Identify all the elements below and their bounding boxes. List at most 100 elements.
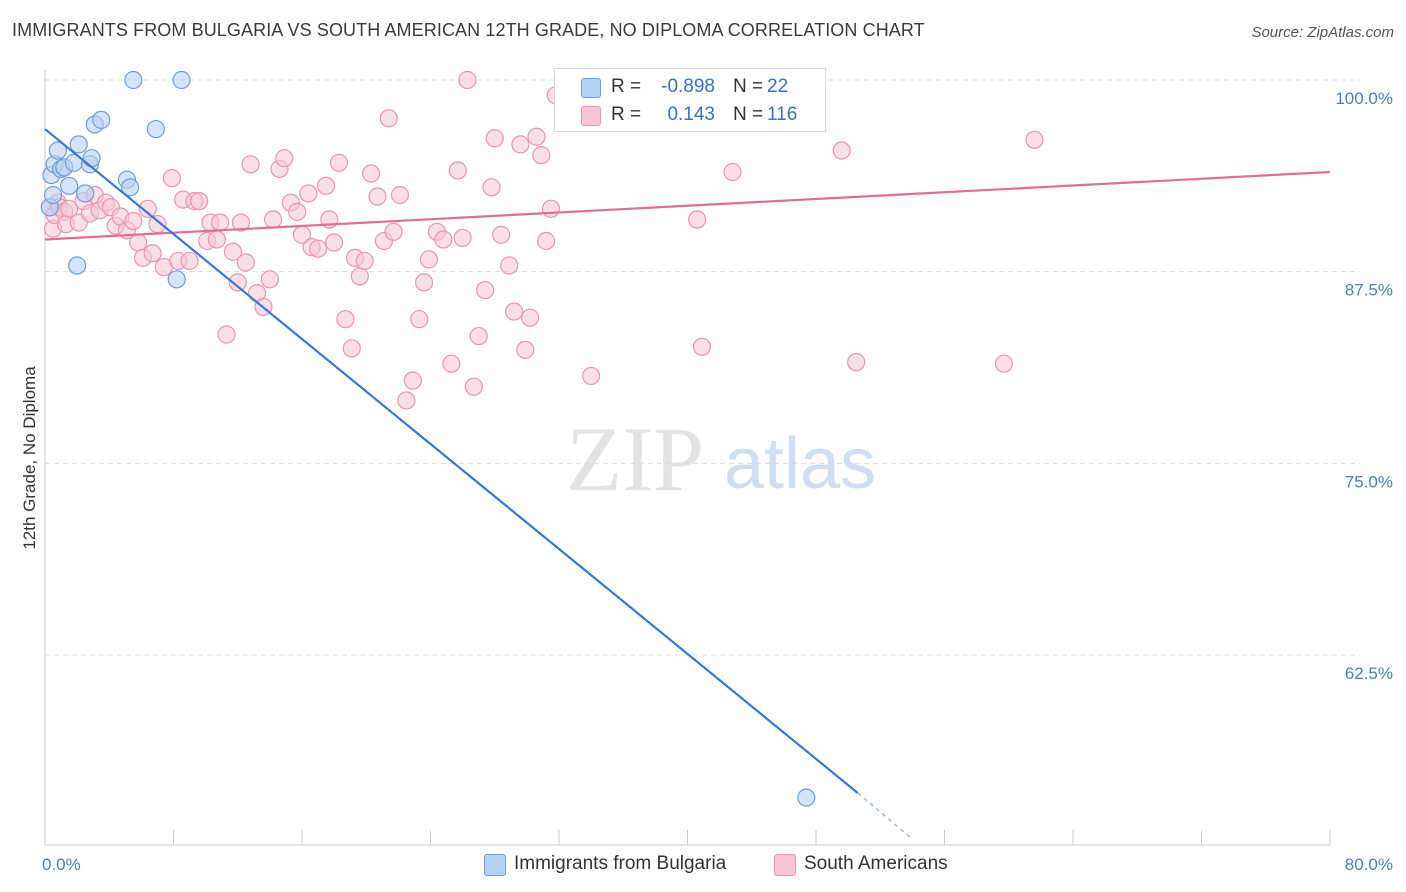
legend-n-label: N = (733, 76, 764, 97)
south-americans-point (236, 253, 255, 272)
south-americans-point (537, 231, 556, 251)
legend-n-label: N = (733, 104, 764, 125)
south-americans-point (527, 127, 546, 146)
south-americans-point (350, 267, 369, 286)
south-americans-point (231, 213, 251, 232)
south-americans-point (138, 199, 157, 218)
correlation-legend: R = -0.898 N = 22 R = 0.143 N = 116 (554, 68, 826, 132)
south-americans-point (482, 178, 501, 197)
south-americans-point (516, 340, 535, 359)
legend-swatch-blue (484, 854, 506, 876)
watermark-atlas: atlas (724, 424, 876, 504)
bulgaria-point (167, 270, 186, 289)
x-tick-label: 80.0% (1345, 855, 1393, 874)
legend-r-value: -0.898 (661, 76, 715, 97)
south-americans-point (520, 308, 540, 327)
south-americans-point (275, 149, 294, 168)
legend-item-label: Immigrants from Bulgaria (514, 853, 727, 874)
south-americans-point (148, 215, 167, 234)
south-americans-point (124, 211, 143, 231)
south-americans-point (368, 187, 387, 206)
south-americans-point (59, 199, 79, 218)
south-americans-point (190, 192, 209, 211)
south-americans-point (419, 250, 438, 269)
south-americans-point (476, 280, 495, 300)
south-americans-point (692, 337, 712, 356)
south-americans-points (40, 70, 1044, 410)
south-americans-point (143, 244, 162, 263)
y-tick-label: 62.5% (1345, 664, 1393, 683)
south-americans-point (485, 129, 504, 148)
south-americans-point (832, 141, 851, 160)
bulgaria-point (48, 141, 67, 160)
y-tick-label: 100.0% (1335, 89, 1393, 108)
south-americans-point (308, 239, 328, 258)
south-americans-point (228, 273, 247, 292)
bulgaria-points (40, 70, 816, 807)
bulgaria-point (146, 119, 165, 139)
south-americans-point (329, 153, 349, 172)
south-americans-point (384, 222, 403, 241)
south-americans-trend-line (44, 170, 1331, 241)
south-americans-point (688, 210, 707, 229)
south-americans-point (355, 251, 374, 271)
bulgaria-point (121, 178, 140, 197)
south-americans-point (241, 155, 260, 174)
watermark-zip: ZIP (566, 408, 704, 510)
south-americans-point (492, 225, 511, 244)
series-legend: Immigrants from Bulgaria South Americans (0, 852, 1406, 878)
south-americans-point (403, 371, 422, 390)
tick-labels: 62.5% 75.0% 87.5% 100.0% 0.0% 80.0% (42, 89, 1393, 874)
south-americans-point (288, 202, 307, 221)
south-americans-point (410, 310, 429, 329)
south-americans-point (207, 230, 226, 249)
south-americans-point (260, 270, 279, 289)
south-americans-point (532, 146, 551, 165)
south-americans-point (448, 161, 467, 180)
legend-n-value: 22 (767, 76, 789, 97)
south-americans-point (223, 242, 243, 261)
south-americans-point (263, 210, 283, 229)
bulgaria-point (797, 788, 816, 807)
south-americans-point (469, 326, 488, 346)
south-americans-point (336, 310, 355, 329)
south-americans-point (994, 354, 1014, 373)
south-americans-point (361, 164, 381, 183)
bulgaria-point (69, 135, 88, 154)
south-americans-point (325, 233, 344, 252)
bulgaria-point (68, 256, 87, 275)
south-americans-point (500, 256, 519, 275)
bulgaria-point (76, 184, 95, 203)
south-americans-point (582, 366, 601, 386)
source-label: Source: ZipAtlas.com (1251, 24, 1394, 41)
south-americans-point (210, 213, 230, 232)
y-tick-label: 87.5% (1345, 281, 1393, 300)
bulgaria-point (124, 70, 143, 90)
chart-title: IMMIGRANTS FROM BULGARIA VS SOUTH AMERIC… (12, 20, 925, 40)
bulgaria-point (92, 110, 111, 129)
south-americans-point (414, 273, 434, 292)
south-americans-point (299, 184, 318, 203)
legend-swatch-pink (774, 854, 796, 876)
south-americans-point (217, 325, 236, 344)
south-americans-point (342, 339, 361, 358)
trend-lines (44, 128, 1331, 840)
south-americans-point (442, 354, 461, 373)
south-americans-point (162, 169, 181, 188)
bulgaria-point (82, 149, 101, 168)
south-americans-point (1025, 130, 1044, 149)
south-americans-point (847, 353, 866, 372)
south-americans-point (379, 109, 398, 128)
south-americans-point (129, 233, 148, 252)
bulgaria-point (59, 176, 79, 195)
legend-n-value: 116 (767, 104, 798, 125)
south-americans-point (504, 302, 524, 321)
x-tick-label: 0.0% (42, 855, 81, 874)
south-americans-point (434, 230, 453, 249)
legend-r-label: R = (611, 104, 642, 125)
south-americans-point (464, 377, 483, 396)
south-americans-point (458, 70, 477, 90)
y-tick-label: 75.0% (1345, 472, 1393, 491)
south-americans-point (316, 176, 336, 195)
